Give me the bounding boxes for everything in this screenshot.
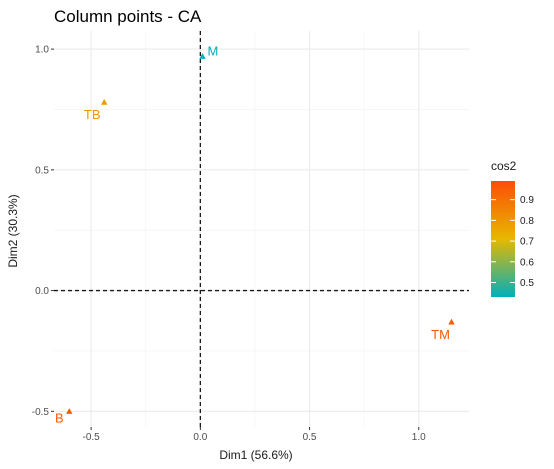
legend-colorbar (491, 181, 515, 297)
points-layer: M TB TM B (55, 43, 455, 425)
point-m (199, 53, 206, 59)
point-tb (101, 99, 108, 105)
point-tm (448, 318, 455, 325)
legend-tick-label: 0.6 (520, 257, 534, 268)
x-tick-label: 0.0 (193, 432, 207, 443)
legend-ticks: 0.5 0.6 0.7 0.8 0.9 (491, 195, 534, 289)
y-axis-ticks: -0.5 0.0 0.5 1.0 (32, 45, 54, 418)
x-axis-ticks: -0.5 0.0 0.5 1.0 (83, 427, 426, 443)
x-tick-label: -0.5 (83, 432, 101, 443)
point-b (66, 408, 73, 414)
cos2-legend: cos2 0.5 0.6 0.7 0.8 0.9 (491, 159, 534, 297)
grid-layer (54, 31, 469, 427)
reference-lines (54, 31, 469, 427)
legend-tick-label: 0.7 (520, 237, 534, 248)
x-axis-title: Dim1 (56.6%) (219, 448, 292, 462)
x-tick-label: 1.0 (412, 432, 426, 443)
point-label-m: M (208, 43, 219, 58)
legend-tick-label: 0.9 (520, 195, 534, 206)
legend-tick-label: 0.8 (520, 216, 534, 227)
legend-tick-label: 0.5 (520, 278, 534, 289)
point-label-b: B (55, 410, 64, 425)
y-tick-label: 0.0 (35, 286, 49, 297)
y-tick-label: 1.0 (35, 45, 49, 56)
point-label-tb: TB (84, 107, 101, 122)
chart-title: Column points - CA (54, 7, 202, 26)
y-tick-label: -0.5 (32, 407, 50, 418)
y-axis-title: Dim2 (30.3%) (6, 194, 20, 267)
y-tick-label: 0.5 (35, 165, 49, 176)
x-tick-label: 0.5 (303, 432, 317, 443)
point-label-tm: TM (431, 327, 450, 342)
legend-title: cos2 (491, 159, 517, 173)
